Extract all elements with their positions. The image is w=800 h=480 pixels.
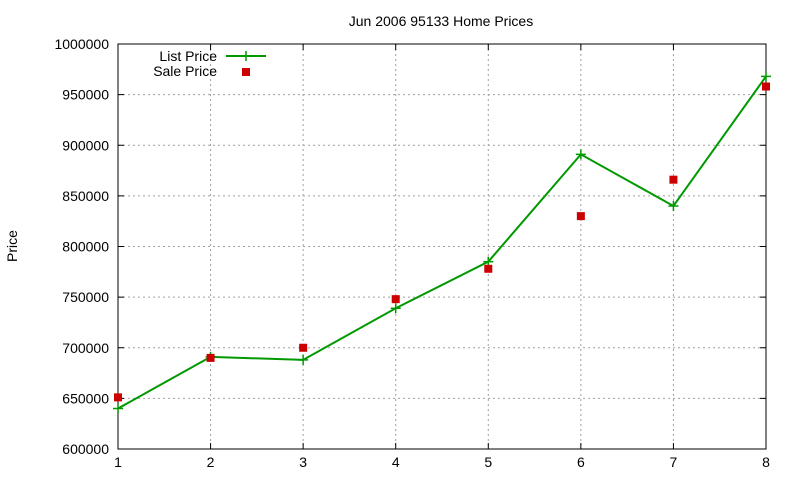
list-price-point <box>761 71 771 82</box>
sale-price-point <box>391 295 400 304</box>
series-layer <box>113 71 771 414</box>
legend-label-list-price: List Price <box>159 48 217 64</box>
y-tick-label: 850000 <box>62 188 109 204</box>
list-price-point <box>298 354 309 365</box>
y-tick-label: 800000 <box>62 239 109 255</box>
list-price-point <box>113 403 123 414</box>
list-price-point <box>668 201 679 211</box>
y-axis-label: Price <box>4 230 20 262</box>
sale-price-point <box>576 212 585 221</box>
legend-marker-sale-price <box>242 68 250 76</box>
x-tick-label: 7 <box>670 454 678 470</box>
grid-lines <box>118 44 766 449</box>
legend-label-sale-price: Sale Price <box>153 63 217 79</box>
sale-price-point <box>299 343 308 352</box>
x-tick-label: 4 <box>392 454 400 470</box>
x-tick-label: 6 <box>577 454 585 470</box>
series-list-price <box>113 71 771 414</box>
legend-marker-list-price <box>241 51 251 61</box>
x-tick-label: 8 <box>762 454 770 470</box>
y-tick-label: 750000 <box>62 289 109 305</box>
x-tick-label: 1 <box>114 454 122 470</box>
sale-price-point <box>206 353 215 362</box>
y-tick-labels: 600000 650000 700000 750000 800000 850000 9000… <box>54 36 109 457</box>
legend: List Price Sale Price <box>153 48 266 79</box>
series-sale-price <box>114 82 770 402</box>
sale-price-point <box>669 175 678 184</box>
list-price-point <box>575 149 586 160</box>
sale-price-point <box>114 393 122 402</box>
chart-title: Jun 2006 95133 Home Prices <box>349 13 533 29</box>
y-tick-label: 1000000 <box>54 36 109 52</box>
y-tick-label: 900000 <box>62 137 109 153</box>
list-price-point <box>390 303 401 314</box>
axis-ticks <box>117 43 767 450</box>
x-tick-label: 5 <box>484 454 492 470</box>
y-tick-label: 700000 <box>62 340 109 356</box>
y-tick-label: 950000 <box>62 87 109 103</box>
y-tick-label: 650000 <box>62 390 109 406</box>
x-tick-label: 2 <box>207 454 215 470</box>
y-tick-label: 600000 <box>62 441 109 457</box>
x-tick-label: 3 <box>299 454 307 470</box>
x-tick-labels: 1 2 3 4 5 6 7 8 <box>114 454 770 470</box>
sale-price-point <box>484 264 493 273</box>
sale-price-point <box>762 82 770 91</box>
series-line <box>117 75 767 410</box>
